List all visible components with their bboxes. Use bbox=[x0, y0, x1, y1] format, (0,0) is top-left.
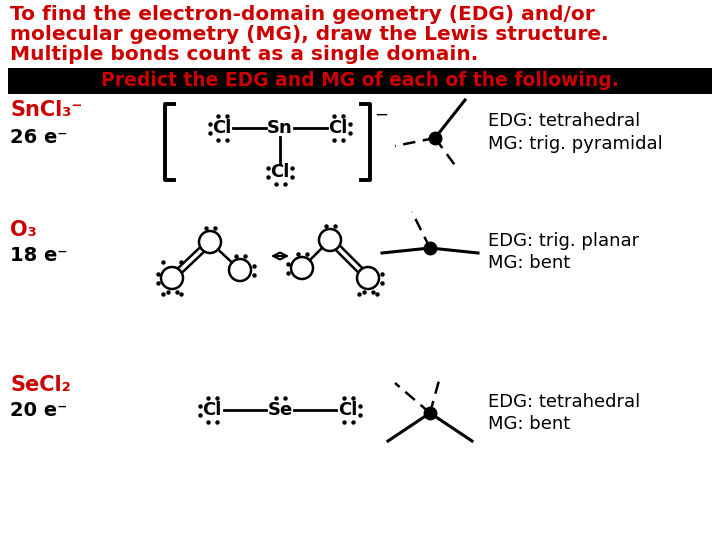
Text: SeCl₂: SeCl₂ bbox=[10, 375, 71, 395]
Text: Cl: Cl bbox=[270, 163, 289, 181]
Text: 18 e⁻: 18 e⁻ bbox=[10, 246, 68, 265]
Text: 20 e⁻: 20 e⁻ bbox=[10, 401, 67, 420]
Text: Se: Se bbox=[267, 401, 292, 419]
Text: 26 e⁻: 26 e⁻ bbox=[10, 128, 68, 147]
Text: Multiple bonds count as a single domain.: Multiple bonds count as a single domain. bbox=[10, 45, 478, 64]
Text: Cl: Cl bbox=[202, 401, 222, 419]
Text: MG: trig. pyramidal: MG: trig. pyramidal bbox=[488, 135, 662, 153]
Text: EDG: tetrahedral: EDG: tetrahedral bbox=[488, 112, 640, 130]
Text: Cl: Cl bbox=[212, 119, 232, 137]
Text: SnCl₃⁻: SnCl₃⁻ bbox=[10, 100, 82, 120]
Text: MG: bent: MG: bent bbox=[488, 415, 570, 433]
Text: O₃: O₃ bbox=[10, 220, 37, 240]
Text: molecular geometry (MG), draw the Lewis structure.: molecular geometry (MG), draw the Lewis … bbox=[10, 25, 608, 44]
Text: Sn: Sn bbox=[267, 119, 293, 137]
Text: −: − bbox=[374, 106, 388, 124]
Text: MG: bent: MG: bent bbox=[488, 254, 570, 272]
Text: EDG: trig. planar: EDG: trig. planar bbox=[488, 232, 639, 250]
Text: Predict the EDG and MG of each of the following.: Predict the EDG and MG of each of the fo… bbox=[101, 71, 619, 91]
Text: Cl: Cl bbox=[328, 119, 348, 137]
Text: EDG: tetrahedral: EDG: tetrahedral bbox=[488, 393, 640, 411]
Bar bbox=[8, 68, 712, 94]
Text: Cl: Cl bbox=[338, 401, 358, 419]
Text: To find the electron-domain geometry (EDG) and/or: To find the electron-domain geometry (ED… bbox=[10, 5, 595, 24]
